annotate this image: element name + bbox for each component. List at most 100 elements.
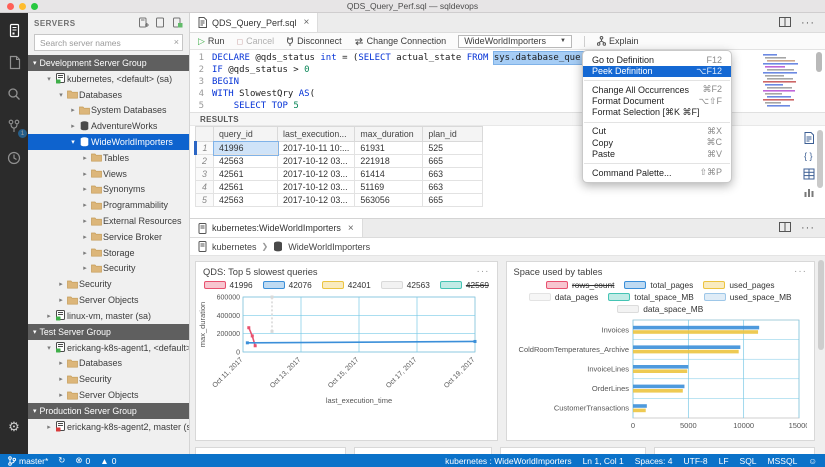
tree-item[interactable]: ▸AdventureWorks [28,118,189,134]
grid-cell[interactable]: 61414 [355,168,423,181]
new-server-group-icon[interactable] [155,17,166,30]
legend-item[interactable]: data_space_MB [617,304,703,314]
tree-item[interactable]: ▸Security [28,371,189,387]
card-more-icon[interactable]: ··· [625,452,638,454]
server-group-header[interactable]: ▾Test Server Group [28,324,189,340]
save-as-csv-icon[interactable] [803,132,815,144]
grid-cell[interactable]: 42563 [214,194,278,207]
grid-cell[interactable]: 2017-10-12 03... [278,168,355,181]
column-header[interactable]: query_id [214,127,278,142]
menu-item-go-to-definition[interactable]: Go to DefinitionF12 [583,54,731,66]
language-mode[interactable]: SQL [740,456,757,466]
column-header[interactable]: max_duration [355,127,423,142]
split-editor-icon[interactable] [779,17,791,29]
grid-cell[interactable]: 665 [423,155,483,168]
feedback-smiley-icon[interactable]: ☺ [808,456,817,466]
server-group-header[interactable]: ▾Development Server Group [28,55,189,71]
legend-item[interactable]: total_space_MB [608,292,694,302]
grid-cell[interactable]: 61931 [355,142,423,155]
breadcrumb-server[interactable]: kubernetes [212,242,257,252]
grid-cell[interactable]: 2017-10-12 03... [278,155,355,168]
grid-cell[interactable]: 51169 [355,181,423,194]
row-number[interactable]: 3 [196,168,214,181]
legend-item[interactable]: 42569 [440,280,489,290]
menu-item-command-palette[interactable]: Command Palette...⇧⌘P [583,167,731,179]
row-number[interactable]: 1 [196,142,214,155]
tab-qds-query-perf[interactable]: QDS_Query_Perf.sql × [190,13,318,32]
legend-item[interactable]: 42563 [381,280,430,290]
menu-item-change-all-occurrences[interactable]: Change All Occurrences⌘F2 [583,84,731,96]
breadcrumb-database[interactable]: WideWorldImporters [288,242,370,252]
save-as-json-icon[interactable]: { } [803,150,815,162]
tree-item[interactable]: ▾kubernetes, <default> (sa) [28,71,189,87]
grid-cell[interactable]: 525 [423,142,483,155]
close-tab-icon[interactable]: × [304,17,310,28]
card-more-icon[interactable]: ··· [794,266,807,277]
grid-cell[interactable]: 41996 [214,142,278,155]
errors-indicator[interactable]: ⊗ 0 [75,455,90,466]
legend-item[interactable]: 42401 [322,280,371,290]
tree-item[interactable]: ▸Tables [28,150,189,166]
connections-icon[interactable]: 1 [5,117,23,135]
grid-cell[interactable]: 42563 [214,155,278,168]
grid-cell[interactable]: 663 [423,168,483,181]
minimap[interactable] [761,52,809,110]
tree-item[interactable]: ▸linux-vm, master (sa) [28,308,189,324]
menu-item-copy[interactable]: Copy⌘C [583,137,731,149]
legend-item[interactable]: rows_count [546,280,614,290]
card-more-icon[interactable]: ··· [477,266,490,277]
tree-item[interactable]: ▸Server Objects [28,387,189,403]
card-more-icon[interactable]: ··· [471,452,484,454]
search-icon[interactable] [5,85,23,103]
legend-item[interactable]: data_pages [529,292,598,302]
tree-item[interactable]: ▸Storage [28,245,189,261]
tree-item[interactable]: ▸Databases [28,356,189,372]
tree-item[interactable]: ▸Security [28,261,189,277]
column-header[interactable]: plan_id [423,127,483,142]
active-connections-icon[interactable] [172,17,183,30]
indentation[interactable]: Spaces: 4 [635,456,673,466]
server-group-header[interactable]: ▾Production Server Group [28,403,189,419]
server-search-input[interactable] [34,34,183,51]
tree-item[interactable]: ▸Service Broker [28,229,189,245]
connection-context[interactable]: kubernetes : WideWorldImporters [445,456,571,466]
grid-cell[interactable]: 42561 [214,181,278,194]
sync-button[interactable]: ↻ [58,455,65,466]
grid-cell[interactable]: 563056 [355,194,423,207]
menu-item-peek-definition[interactable]: Peek Definition⌥F12 [583,66,731,78]
menu-item-format-selection-k-f[interactable]: Format Selection [⌘K ⌘F] [583,107,731,119]
tree-item[interactable]: ▾Databases [28,87,189,103]
database-dropdown[interactable]: WideWorldImporters▼ [458,35,572,48]
encoding[interactable]: UTF-8 [684,456,708,466]
grid-cell[interactable]: 2017-10-11 10:... [278,142,355,155]
grid-cell[interactable]: 663 [423,181,483,194]
dashboard-scrollbar[interactable] [818,260,824,350]
legend-item[interactable]: used_space_MB [704,292,792,302]
menu-item-cut[interactable]: Cut⌘X [583,126,731,138]
tree-item[interactable]: ▸System Databases [28,103,189,119]
tree-item[interactable]: ▾erickang-k8s-agent1, <default> (sa) [28,340,189,356]
save-as-excel-icon[interactable] [803,168,815,180]
new-connection-icon[interactable] [138,17,149,30]
git-branch-indicator[interactable]: master* [8,456,48,466]
grid-cell[interactable]: 2017-10-12 03... [278,181,355,194]
task-history-icon[interactable] [5,149,23,167]
editor-scrollbar[interactable] [816,52,822,72]
tree-item[interactable]: ▸Programmability [28,197,189,213]
legend-item[interactable]: 42076 [263,280,312,290]
grid-cell[interactable]: 665 [423,194,483,207]
row-number[interactable]: 2 [196,155,214,168]
close-tab-icon[interactable]: × [348,223,354,234]
warnings-indicator[interactable]: ▲ 0 [100,456,116,466]
eol[interactable]: LF [719,456,729,466]
row-number[interactable]: 5 [196,194,214,207]
results-scrollbar[interactable] [817,130,823,188]
column-header[interactable]: last_execution... [278,127,355,142]
tree-item[interactable]: ▸Server Objects [28,292,189,308]
servers-icon[interactable] [5,21,23,39]
legend-item[interactable]: used_pages [703,280,774,290]
menu-item-paste[interactable]: Paste⌘V [583,149,731,161]
tree-item[interactable]: ▸External Resources [28,213,189,229]
cursor-position[interactable]: Ln 1, Col 1 [583,456,624,466]
view-as-chart-icon[interactable] [803,186,815,198]
